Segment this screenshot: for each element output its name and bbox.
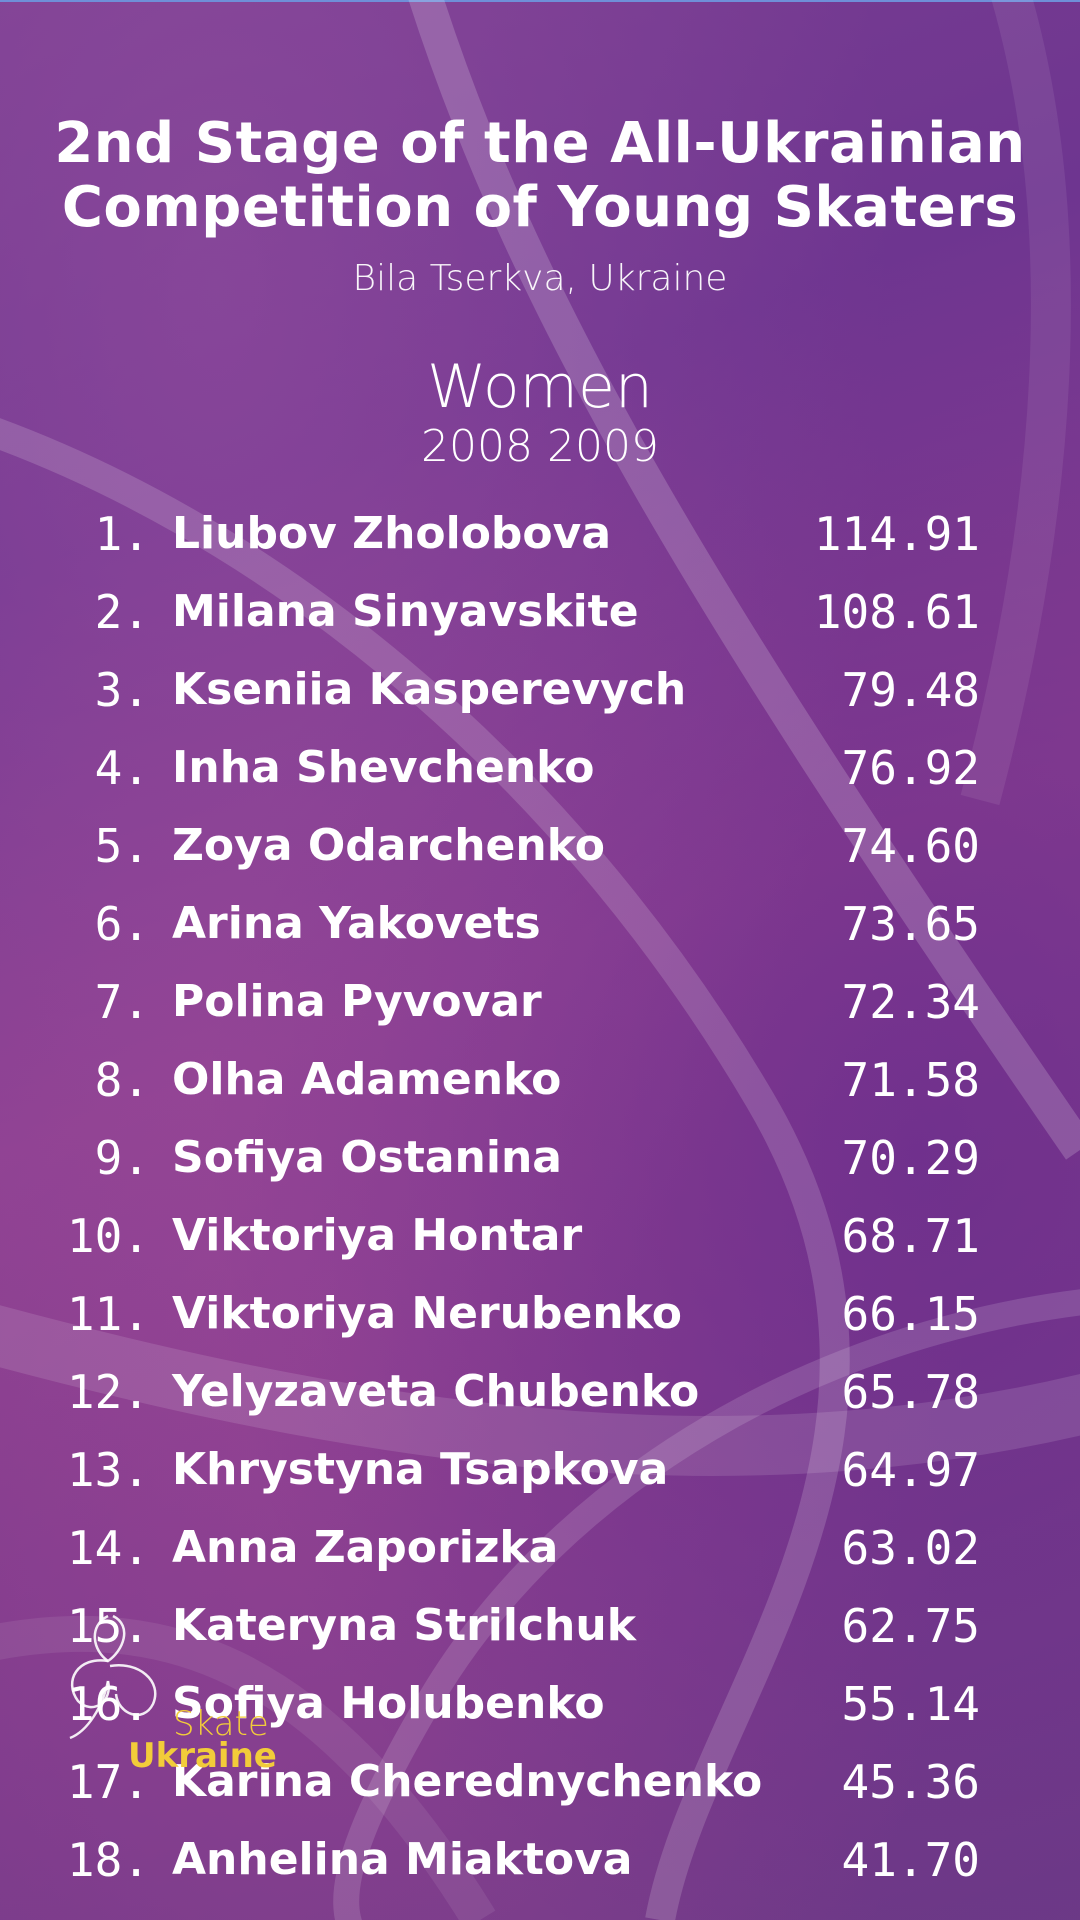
skater-name: Olha Adamenko	[172, 1054, 562, 1105]
result-score: 62.75	[841, 1599, 980, 1653]
logo-word-skate: Skate	[173, 1704, 269, 1744]
skater-name: Sofiya Holubenko	[172, 1678, 605, 1729]
skater-name: Karina Cherednychenko	[172, 1756, 763, 1807]
result-rank: 4.	[94, 741, 150, 795]
skater-name: Sofiya Ostanina	[172, 1132, 562, 1183]
result-rank: 8.	[94, 1053, 150, 1107]
result-rank: 13.	[66, 1443, 150, 1497]
skater-name: Anhelina Miaktova	[172, 1834, 633, 1885]
result-row: 16. Sofiya Holubenko 55.14	[0, 1670, 1080, 1748]
result-score: 79.48	[841, 663, 980, 717]
result-row: 12. Yelyzaveta Chubenko 65.78	[0, 1358, 1080, 1436]
result-rank: 2.	[94, 585, 150, 639]
result-score: 108.61	[813, 585, 980, 639]
skater-name: Inha Shevchenko	[172, 742, 595, 793]
result-score: 41.70	[841, 1833, 980, 1887]
result-row: 4. Inha Shevchenko 76.92	[0, 734, 1080, 812]
skater-name: Anna Zaporizka	[172, 1522, 559, 1573]
skater-name: Viktoriya Hontar	[172, 1210, 583, 1261]
result-rank: 12.	[66, 1365, 150, 1419]
result-score: 76.92	[841, 741, 980, 795]
result-row: 11. Viktoriya Nerubenko 66.15	[0, 1280, 1080, 1358]
skater-name: Arina Yakovets	[172, 898, 541, 949]
skater-swirl-icon	[69, 1614, 157, 1740]
category-heading: Women 2008 2009	[0, 352, 1080, 472]
result-rank: 18.	[66, 1833, 150, 1887]
skater-name: Viktoriya Nerubenko	[172, 1288, 683, 1339]
result-row: 8. Olha Adamenko 71.58	[0, 1046, 1080, 1124]
result-row: 5. Zoya Odarchenko 74.60	[0, 812, 1080, 890]
result-score: 74.60	[841, 819, 980, 873]
category-years: 2008 2009	[421, 421, 659, 472]
result-score: 65.78	[841, 1365, 980, 1419]
result-score: 45.36	[841, 1755, 980, 1809]
result-score: 64.97	[841, 1443, 980, 1497]
logo-word-ukraine: Ukraine	[128, 1736, 277, 1776]
skater-name: Milana Sinyavskite	[172, 586, 639, 637]
result-score: 114.91	[813, 507, 980, 561]
result-row: 10. Viktoriya Hontar 68.71	[0, 1202, 1080, 1280]
result-row: 17. Karina Cherednychenko 45.36	[0, 1748, 1080, 1826]
result-score: 66.15	[841, 1287, 980, 1341]
result-row: 9. Sofiya Ostanina 70.29	[0, 1124, 1080, 1202]
result-score: 68.71	[841, 1209, 980, 1263]
skater-name: Zoya Odarchenko	[172, 820, 605, 871]
result-rank: 11.	[66, 1287, 150, 1341]
event-title-line-1: 2nd Stage of the All-Ukrainian	[54, 111, 1026, 176]
result-row: 15. Kateryna Strilchuk 62.75	[0, 1592, 1080, 1670]
result-row: 7. Polina Pyvovar 72.34	[0, 968, 1080, 1046]
result-rank: 14.	[66, 1521, 150, 1575]
result-row: 6. Arina Yakovets 73.65	[0, 890, 1080, 968]
result-row: 2. Milana Sinyavskite 108.61	[0, 578, 1080, 656]
skater-name: Khrystyna Tsapkova	[172, 1444, 669, 1495]
result-score: 73.65	[841, 897, 980, 951]
result-rank: 5.	[94, 819, 150, 873]
result-rank: 10.	[66, 1209, 150, 1263]
skater-name: Yelyzaveta Chubenko	[172, 1366, 700, 1417]
skater-name: Polina Pyvovar	[172, 976, 542, 1027]
result-rank: 7.	[94, 975, 150, 1029]
skater-name: Kseniia Kasperevych	[172, 664, 687, 715]
result-rank: 9.	[94, 1131, 150, 1185]
skate-ukraine-logo: Skate Ukraine	[58, 1606, 298, 1786]
event-title-line-2: Competition of Young Skaters	[61, 175, 1019, 240]
result-score: 72.34	[841, 975, 980, 1029]
result-row: 14. Anna Zaporizka 63.02	[0, 1514, 1080, 1592]
result-rank: 17.	[66, 1755, 150, 1809]
skater-name: Liubov Zholobova	[172, 508, 612, 559]
result-row: 1. Liubov Zholobova 114.91	[0, 500, 1080, 578]
result-rank: 15.	[66, 1599, 150, 1653]
result-row: 3. Kseniia Kasperevych 79.48	[0, 656, 1080, 734]
result-score: 55.14	[841, 1677, 980, 1731]
results-list: 1. Liubov Zholobova 114.91 2. Milana Sin…	[0, 500, 1080, 1904]
result-score: 70.29	[841, 1131, 980, 1185]
category-name: Women	[427, 352, 653, 422]
skater-name: Kateryna Strilchuk	[172, 1600, 636, 1651]
top-border-line	[0, 0, 1080, 2]
result-score: 71.58	[841, 1053, 980, 1107]
result-rank: 6.	[94, 897, 150, 951]
result-row: 18. Anhelina Miaktova 41.70	[0, 1826, 1080, 1904]
result-rank: 1.	[94, 507, 150, 561]
result-rank: 3.	[94, 663, 150, 717]
event-header: 2nd Stage of the All-Ukrainian Competiti…	[0, 111, 1080, 300]
event-location: Bila Tserkva, Ukraine	[352, 258, 728, 299]
result-score: 63.02	[841, 1521, 980, 1575]
result-row: 13. Khrystyna Tsapkova 64.97	[0, 1436, 1080, 1514]
